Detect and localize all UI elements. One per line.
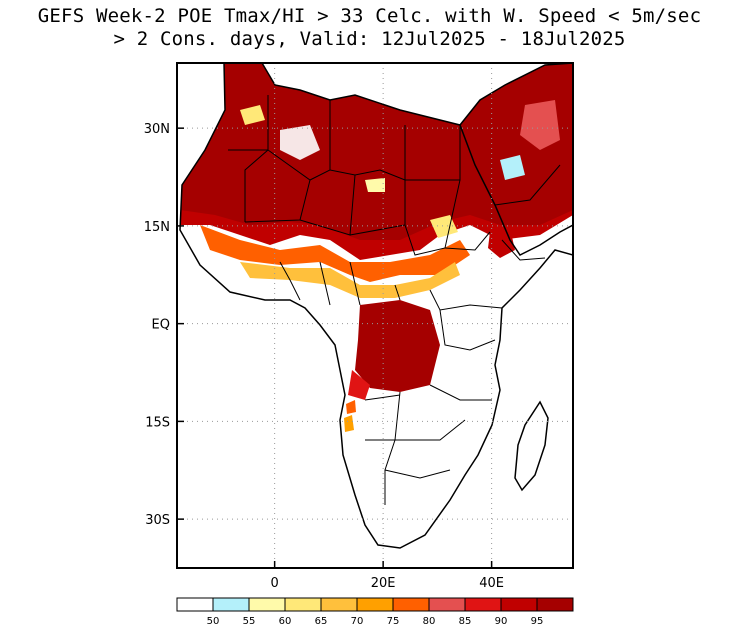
lon-tick-label: 20E <box>371 576 396 591</box>
colorbar-label: 65 <box>315 616 328 627</box>
longitude-axis: 0 20E 40E <box>271 561 504 591</box>
country-borders <box>228 95 561 505</box>
lat-tick-label: 30S <box>145 513 170 528</box>
colorbar-swatch <box>284 597 322 612</box>
graticule <box>177 63 573 568</box>
lon-tick-label: 40E <box>479 576 504 591</box>
colorbar-label: 55 <box>243 616 256 627</box>
colorbar-label: 60 <box>279 616 292 627</box>
colorbar-swatch <box>176 597 214 612</box>
colorbar-label: 90 <box>495 616 508 627</box>
colorbar-swatch <box>320 597 358 612</box>
colorbar-swatch <box>248 597 286 612</box>
colorbar-swatch <box>212 597 250 612</box>
lat-tick-label: 30N <box>144 122 170 137</box>
colorbar-label: 70 <box>351 616 364 627</box>
lon-tick-label: 0 <box>271 576 279 591</box>
colorbar-label: 85 <box>459 616 472 627</box>
colorbar-swatch <box>464 597 502 612</box>
map-title-line2: > 2 Cons. days, Valid: 12Jul2025 - 18Jul… <box>113 28 626 50</box>
colorbar-label: 95 <box>531 616 544 627</box>
lat-tick-label: EQ <box>152 318 170 333</box>
colorbar: 50 55 60 65 70 75 80 85 90 95 <box>176 597 574 627</box>
map-title-line1: GEFS Week-2 POE Tmax/HI > 33 Celc. with … <box>37 5 702 27</box>
colorbar-swatch <box>428 597 466 612</box>
colorbar-swatch <box>500 597 538 612</box>
latitude-axis: 30N 15N EQ 15S 30S <box>144 122 184 528</box>
coastline <box>179 63 573 549</box>
colorbar-swatch <box>536 597 574 612</box>
colorbar-label: 50 <box>207 616 220 627</box>
colorbar-label: 75 <box>387 616 400 627</box>
lat-tick-label: 15S <box>145 415 170 430</box>
lat-tick-label: 15N <box>144 220 170 235</box>
colorbar-swatch <box>356 597 394 612</box>
colorbar-label: 80 <box>423 616 436 627</box>
map-border <box>176 62 574 569</box>
colorbar-swatch <box>392 597 430 612</box>
